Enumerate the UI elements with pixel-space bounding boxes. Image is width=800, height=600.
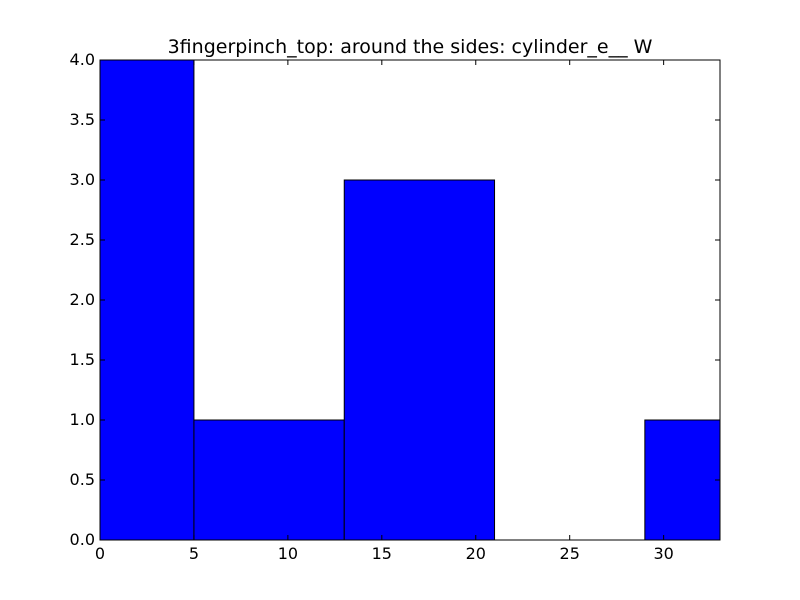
y-tick-label: 4.0 [70,50,95,69]
y-tick-label: 1.5 [70,350,95,369]
bars-group [99,59,721,541]
y-tick-label: 0.5 [70,470,95,489]
y-tick-label: 3.0 [70,170,95,189]
y-tick-label: 0.0 [70,530,95,549]
histogram-bar [193,419,345,541]
x-tick-label: 15 [372,544,392,563]
histogram-bar [99,59,195,541]
y-tick-label: 2.0 [70,290,95,309]
y-tick-label: 1.0 [70,410,95,429]
histogram-bar [343,179,496,541]
x-tick-label: 20 [466,544,486,563]
x-tick-label: 30 [653,544,673,563]
x-tick-label: 25 [560,544,580,563]
y-tick-label: 3.5 [70,110,95,129]
histogram-bar [644,419,721,541]
ticks-group: 0 5 10 15 20 25 30 0.0 0.5 1.0 1.5 2.0 2.5 3.0 3.5 4.0 [70,50,720,563]
y-tick-label: 2.5 [70,230,95,249]
chart-title: 3fingerpinch_top: around the sides: cyli… [168,36,653,58]
x-tick-label: 10 [278,544,298,563]
x-tick-label: 5 [189,544,199,563]
x-tick-label: 0 [95,544,105,563]
plot-frame [99,59,721,541]
